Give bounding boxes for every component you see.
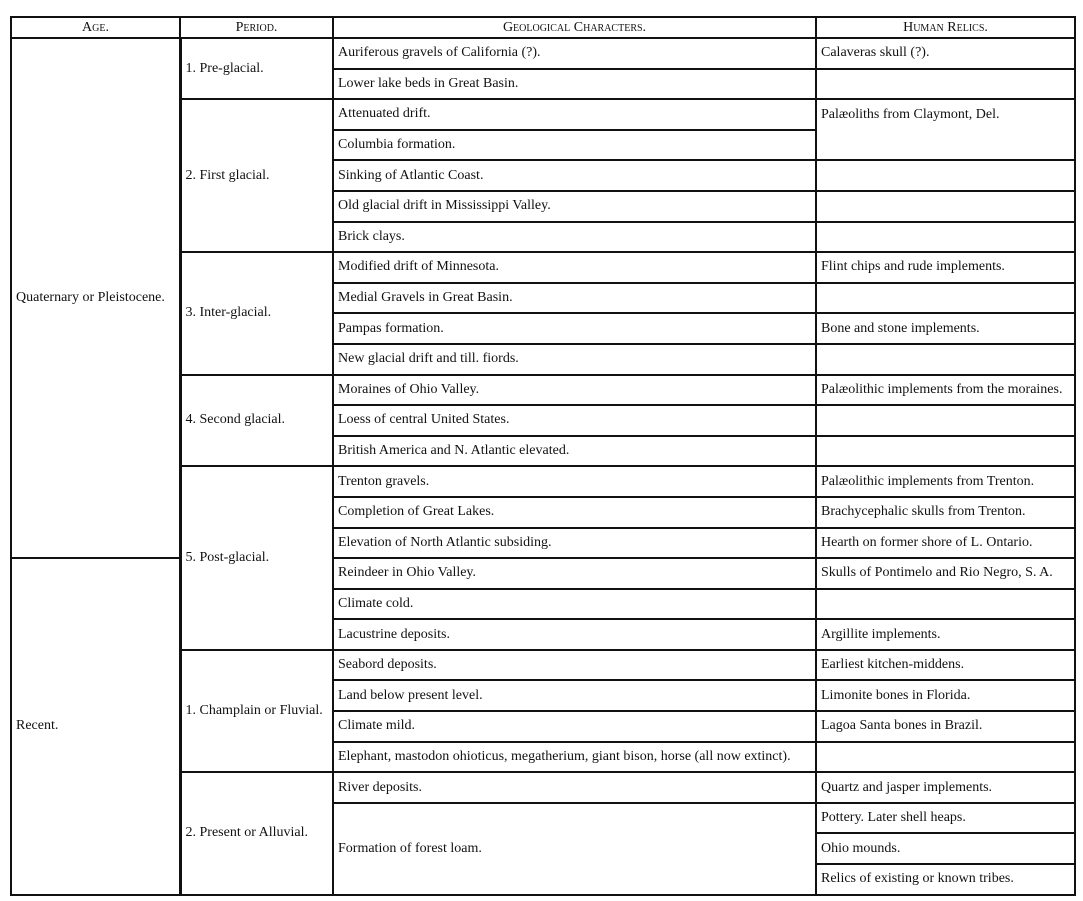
geological-cell: Auriferous gravels of California (?). (332, 37, 817, 70)
table-row: Land below present level. Limonite bones… (11, 679, 1076, 713)
table-row: Brick clays. (11, 220, 1076, 254)
relic-cell: Brachycephalic skulls from Trenton. (815, 495, 1076, 529)
table-row: Relics of existing or known tribes. (11, 863, 1076, 896)
header-human-relics: Human Relics. (815, 16, 1076, 39)
header-period: Period. (179, 16, 334, 39)
geological-cell: Lacustrine deposits. (332, 618, 817, 651)
relic-cell: Palæolithic implements from Trenton. (815, 465, 1076, 498)
period-cell: 2. First glacial. (178, 98, 334, 254)
table-row: 4. Second glacial. Moraines of Ohio Vall… (11, 373, 1076, 468)
geological-cell: Formation of forest loam. (332, 801, 817, 896)
geological-cell: British America and N. Atlantic elevated… (332, 434, 817, 468)
relic-cell: Earliest kitchen-middens. (815, 648, 1076, 682)
geological-cell: Brick clays. (332, 220, 817, 254)
relic-cell-empty (815, 67, 1076, 101)
period-cell: 4. Second glacial. (178, 373, 334, 468)
table-row: Pampas formation. Bone and stone impleme… (11, 312, 1076, 345)
table-row: Sinking of Atlantic Coast. (11, 159, 1076, 192)
relic-cell-empty (815, 587, 1076, 621)
table-row: 1. Champlain or Fluvial. Seabord deposit… (11, 648, 1076, 774)
table-row: British America and N. Atlantic elevated… (11, 434, 1076, 468)
geological-cell: Medial Gravels in Great Basin. (332, 281, 817, 315)
geological-cell: Pampas formation. (332, 312, 817, 345)
geological-cell: Loess of central United States. (332, 404, 817, 437)
relic-cell-empty (815, 434, 1076, 468)
geological-cell: Seabord deposits. (332, 648, 817, 682)
table-row: Elephant, mastodon ohioticus, megatheriu… (11, 740, 1076, 774)
relic-cell: Bone and stone implements. (815, 312, 1076, 345)
table-row: 2. Present or Alluvial. River deposits. … (11, 771, 1076, 896)
table-row: Lower lake beds in Great Basin. (11, 67, 1076, 101)
relic-cell-empty (815, 159, 1076, 192)
table-row: Completion of Great Lakes. Brachycephali… (11, 495, 1076, 529)
relic-cell-empty (815, 189, 1076, 223)
geological-cell: Land below present level. (332, 679, 817, 713)
geological-cell: Attenuated drift. (332, 98, 817, 131)
table-row: Recent. Reindeer in Ohio Valley. Skulls … (10, 557, 1076, 896)
geological-cell: Modified drift of Minnesota. (332, 251, 817, 284)
table-row: Elevation of North Atlantic subsiding. H… (11, 526, 1076, 560)
table-row: New glacial drift and till. fiords. (11, 342, 1076, 376)
geological-ages-table: Age. Period. Geological Characters. Huma… (10, 16, 1076, 896)
geological-cell: Completion of Great Lakes. (332, 495, 817, 529)
table-row: Formation of forest loam. Pottery. Later… (11, 801, 1076, 896)
relic-cell: Skulls of Pontimelo and Rio Negro, S. A. (815, 557, 1076, 590)
geological-cell: Reindeer in Ohio Valley. (332, 557, 817, 590)
relic-cell: Limonite bones in Florida. (815, 679, 1076, 713)
relic-cell: Palæolithic implements from the moraines… (815, 373, 1076, 407)
geological-cell: Lower lake beds in Great Basin. (332, 67, 817, 101)
relic-cell: Hearth on former shore of L. Ontario. (815, 526, 1076, 560)
header-row: Age. Period. Geological Characters. Huma… (10, 16, 1076, 39)
geological-cell: Sinking of Atlantic Coast. (332, 159, 817, 192)
geological-cell: Trenton gravels. (332, 465, 817, 498)
relic-cell: Flint chips and rude implements. (815, 251, 1076, 284)
table-row: Quaternary or Pleistocene. 1. Pre-glacia… (10, 36, 1076, 560)
geological-cell: Climate mild. (332, 710, 817, 743)
table-row: 3. Inter-glacial. Modified drift of Minn… (11, 251, 1076, 376)
geological-cell: River deposits. (332, 771, 817, 804)
relic-cell: Calaveras skull (?). (815, 37, 1076, 70)
table-row: 2. First glacial. Attenuated drift. Palæ… (11, 98, 1076, 254)
table-row: Lacustrine deposits. Argillite implement… (11, 618, 1076, 651)
geological-cell: New glacial drift and till. fiords. (332, 342, 817, 376)
geological-cell: Elevation of North Atlantic subsiding. (332, 526, 817, 560)
geological-cell: Moraines of Ohio Valley. (332, 373, 817, 407)
table-row: Medial Gravels in Great Basin. (11, 281, 1076, 315)
period-cell: 5. Post-glacial. (178, 465, 334, 651)
period-cell: 3. Inter-glacial. (178, 251, 334, 376)
relic-cell: Relics of existing or known tribes. (815, 863, 1076, 896)
table-row: Climate mild. Lagoa Santa bones in Brazi… (11, 710, 1076, 743)
table-row: Loess of central United States. (11, 404, 1076, 437)
relic-cell-empty (815, 404, 1076, 437)
relic-cell: Lagoa Santa bones in Brazil. (815, 710, 1076, 743)
age-cell: Recent. (10, 557, 181, 896)
relic-cell-empty (815, 342, 1076, 376)
age-cell: Quaternary or Pleistocene. (10, 36, 181, 560)
relic-cell-empty (815, 281, 1076, 315)
relic-cell-empty (815, 220, 1076, 254)
header-geological-characters: Geological Characters. (332, 16, 817, 39)
header-age: Age. (10, 16, 181, 39)
period-cell: 1. Champlain or Fluvial. (178, 648, 334, 774)
relic-cell: Quartz and jasper implements. (815, 771, 1076, 804)
geological-cell: Old glacial drift in Mississippi Valley. (332, 189, 817, 223)
relic-cell: Ohio mounds. (815, 832, 1076, 866)
geological-cell: Elephant, mastodon ohioticus, megatheriu… (332, 740, 817, 774)
relic-cell: Palæoliths from Claymont, Del. (815, 98, 1076, 162)
table-row: Ohio mounds. (11, 832, 1076, 866)
geological-cell: Columbia formation. (332, 128, 817, 162)
relic-cell: Argillite implements. (815, 618, 1076, 651)
table-row: Columbia formation. (11, 128, 1075, 162)
geological-cell: Climate cold. (332, 587, 817, 621)
table-row: Old glacial drift in Mississippi Valley. (11, 189, 1076, 223)
relic-cell: Pottery. Later shell heaps. (815, 801, 1076, 835)
table-row: Climate cold. (11, 587, 1076, 621)
period-cell: 2. Present or Alluvial. (178, 771, 334, 896)
relic-cell-empty (815, 740, 1076, 774)
period-cell: 1. Pre-glacial. (178, 36, 334, 101)
table-row: 5. Post-glacial. Trenton gravels. Palæol… (11, 465, 1076, 651)
